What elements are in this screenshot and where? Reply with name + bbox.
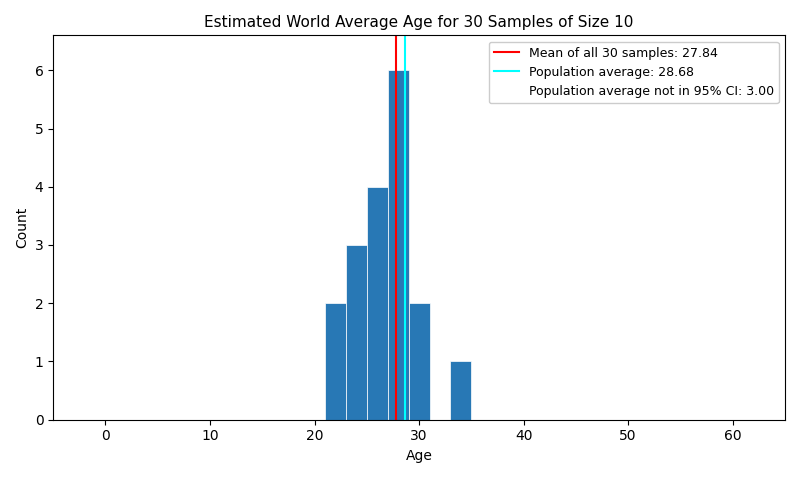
Legend: Mean of all 30 samples: 27.84, Population average: 28.68, Population average not: Mean of all 30 samples: 27.84, Populatio… <box>489 42 778 103</box>
Bar <box>409 303 430 420</box>
Population average: 28.68: (28.7, 1): 28.68: (28.7, 1) <box>401 358 410 364</box>
Population average: 28.68: (28.7, 0): 28.68: (28.7, 0) <box>401 417 410 423</box>
Mean of all 30 samples: 27.84: (27.8, 1): 27.84: (27.8, 1) <box>392 358 402 364</box>
Y-axis label: Count: Count <box>15 207 29 248</box>
Bar <box>346 245 367 420</box>
Bar <box>450 361 471 420</box>
Title: Estimated World Average Age for 30 Samples of Size 10: Estimated World Average Age for 30 Sampl… <box>204 15 634 30</box>
Mean of all 30 samples: 27.84: (27.8, 0): 27.84: (27.8, 0) <box>392 417 402 423</box>
Bar <box>367 187 388 420</box>
Bar <box>325 303 346 420</box>
Bar <box>388 70 409 420</box>
X-axis label: Age: Age <box>406 449 433 463</box>
